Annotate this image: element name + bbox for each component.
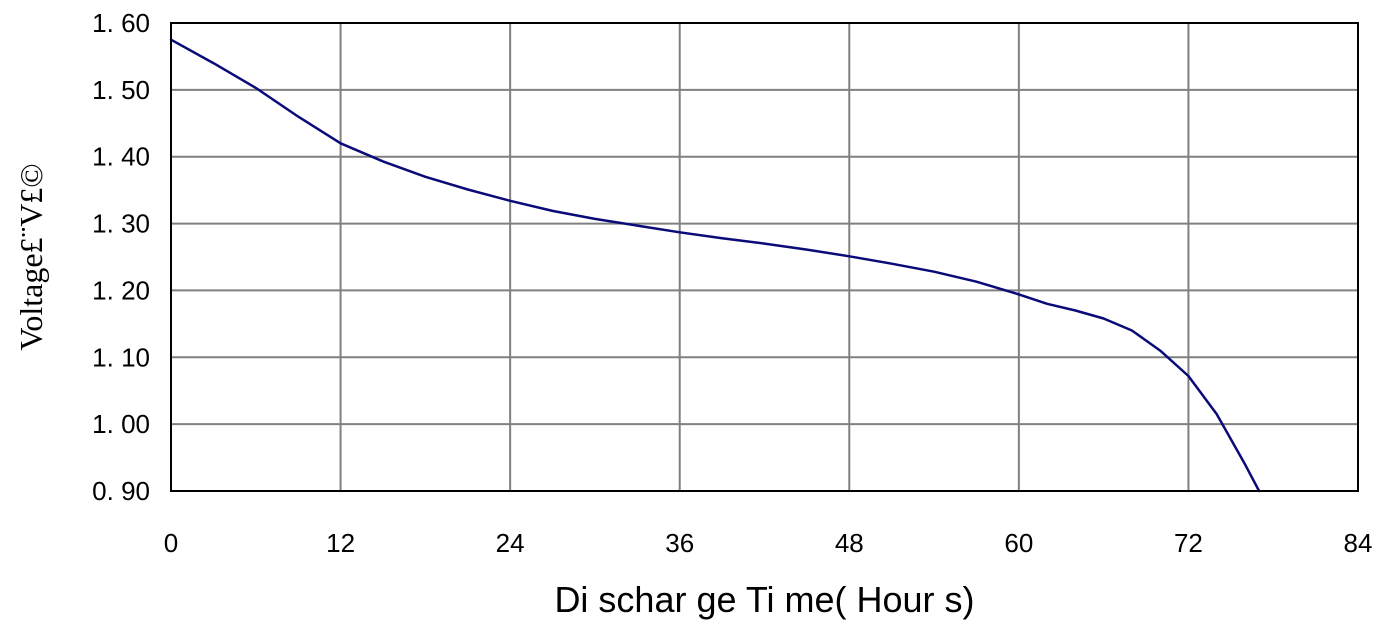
y-tick-label: 1. 10: [92, 342, 150, 372]
x-tick-label: 36: [665, 528, 694, 558]
x-tick-label: 48: [835, 528, 864, 558]
x-tick-label: 60: [1004, 528, 1033, 558]
series-layer: [169, 38, 1261, 493]
y-axis-tick-labels: 0. 90 1. 00 1. 10 1. 20 1. 30 1. 40 1. 50 1. 60: [92, 8, 150, 506]
y-tick-label: 1. 60: [92, 8, 150, 38]
x-tick-label: 0: [164, 528, 178, 558]
y-tick-label: 1. 40: [92, 142, 150, 172]
y-tick-label: 1. 50: [92, 75, 150, 105]
y-tick-label: 1. 00: [92, 409, 150, 439]
y-axis-title: Voltage£¨V£©: [13, 163, 49, 350]
y-tick-label: 1. 20: [92, 275, 150, 305]
y-tick-label: 0. 90: [92, 476, 150, 506]
x-axis-tick-labels: 0 12 24 36 48 60 72 84: [164, 528, 1373, 558]
vertical-gridlines: [339, 23, 1190, 491]
x-axis-title: Di schar ge Ti me( Hour s): [554, 579, 974, 620]
x-tick-label: 84: [1344, 528, 1373, 558]
x-tick-label: 12: [326, 528, 355, 558]
y-tick-label: 1. 30: [92, 209, 150, 239]
plot-area-frame: [170, 22, 1359, 492]
x-tick-label: 24: [496, 528, 525, 558]
horizontal-gridlines: [171, 88, 1358, 426]
discharge-curve: [169, 38, 1261, 493]
x-tick-label: 72: [1174, 528, 1203, 558]
